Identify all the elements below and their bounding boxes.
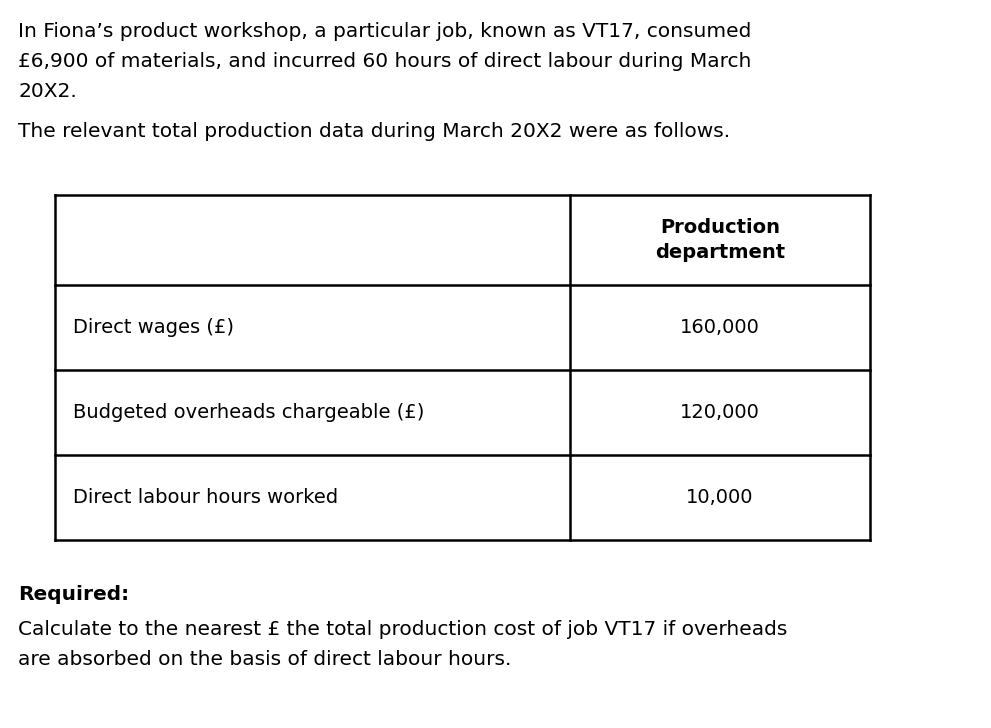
- Text: The relevant total production data during March 20X2 were as follows.: The relevant total production data durin…: [18, 122, 730, 141]
- Text: 20X2.: 20X2.: [18, 82, 76, 101]
- Text: 10,000: 10,000: [686, 488, 754, 507]
- Text: Production
department: Production department: [655, 218, 785, 262]
- Text: 160,000: 160,000: [680, 318, 760, 337]
- Text: Direct labour hours worked: Direct labour hours worked: [73, 488, 338, 507]
- Text: £6,900 of materials, and incurred 60 hours of direct labour during March: £6,900 of materials, and incurred 60 hou…: [18, 52, 751, 71]
- Text: Calculate to the nearest £ the total production cost of job VT17 if overheads: Calculate to the nearest £ the total pro…: [18, 620, 788, 639]
- Text: Required:: Required:: [18, 585, 129, 604]
- Text: Direct wages (£): Direct wages (£): [73, 318, 234, 337]
- Text: In Fiona’s product workshop, a particular job, known as VT17, consumed: In Fiona’s product workshop, a particula…: [18, 22, 751, 41]
- Text: 120,000: 120,000: [680, 403, 760, 422]
- Text: Budgeted overheads chargeable (£): Budgeted overheads chargeable (£): [73, 403, 424, 422]
- Text: are absorbed on the basis of direct labour hours.: are absorbed on the basis of direct labo…: [18, 650, 511, 669]
